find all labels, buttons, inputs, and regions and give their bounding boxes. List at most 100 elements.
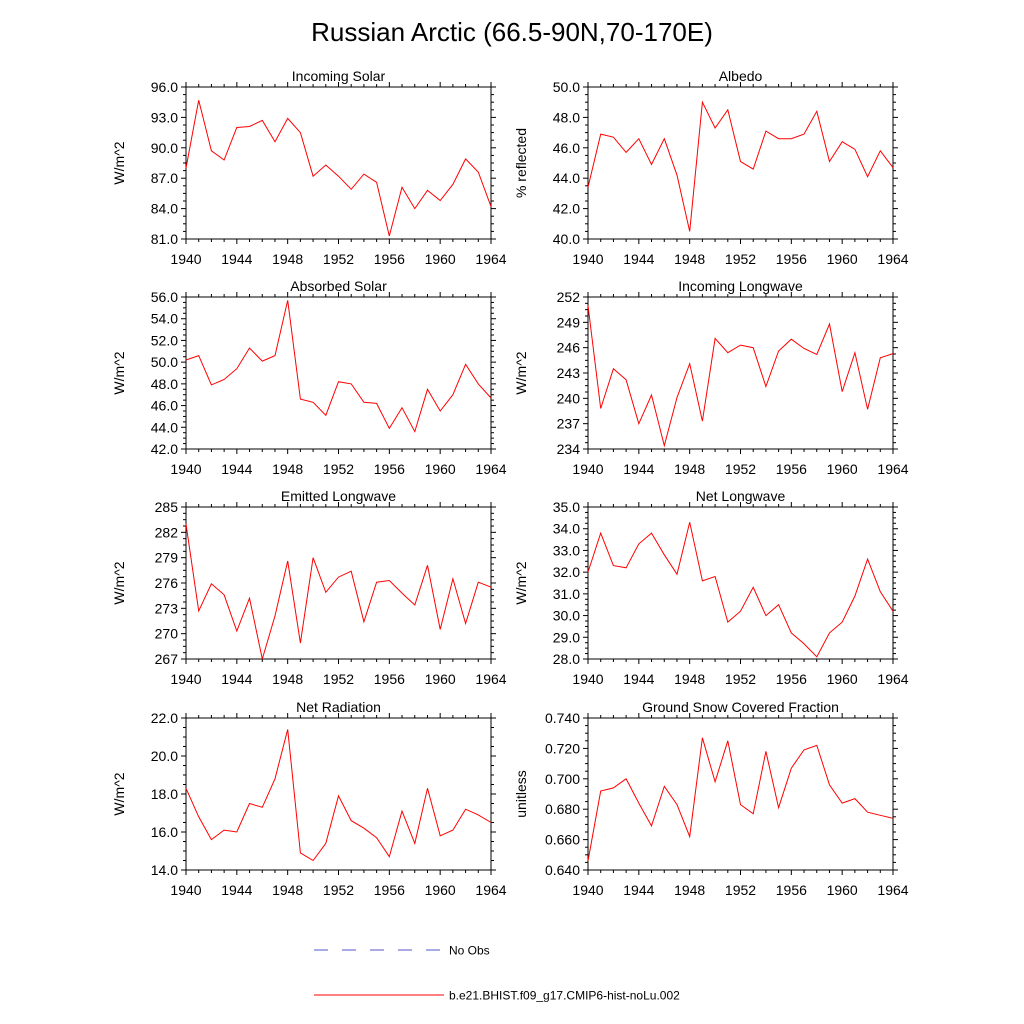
panel-net-radiation: Net Radiation W/m^2 14.0 16.0 18.0 20.0 22.0 19… <box>111 699 507 898</box>
panel-emitted-longwave: Emitted Longwave W/m^2 267 270 273 276 279 282 2… <box>111 488 507 687</box>
x-tick-label: 1960 <box>425 461 456 477</box>
y-tick-label: 29.0 <box>553 629 580 645</box>
y-axis-label: W/m^2 <box>111 141 127 184</box>
y-tick-label: 31.0 <box>553 586 580 602</box>
y-tick-label: 50.0 <box>553 79 580 95</box>
x-tick-label: 1956 <box>374 671 405 687</box>
y-tick-label: 28.0 <box>553 651 580 667</box>
x-tick-label: 1948 <box>272 671 303 687</box>
y-tick-label: 276 <box>155 575 179 591</box>
x-tick-label: 1964 <box>475 251 506 267</box>
x-tick-label: 1944 <box>623 671 654 687</box>
y-tick-label: 46.0 <box>151 398 178 414</box>
x-tick-label: 1952 <box>323 882 354 898</box>
y-tick-label: 16.0 <box>151 824 178 840</box>
x-tick-label: 1948 <box>674 882 705 898</box>
y-tick-label: 35.0 <box>553 499 580 515</box>
x-tick-label: 1944 <box>221 461 252 477</box>
series-line-albedo <box>587 100 894 232</box>
x-tick-label: 1944 <box>221 671 252 687</box>
y-tick-label: 34.0 <box>553 521 580 537</box>
panel-title: Incoming Solar <box>292 68 386 84</box>
y-tick-label: 42.0 <box>151 441 178 457</box>
x-tick-label: 1952 <box>323 671 354 687</box>
y-tick-label: 270 <box>155 626 179 642</box>
y-tick-label: 249 <box>557 314 581 330</box>
panel-title: Incoming Longwave <box>678 278 803 294</box>
series-line-incoming-longwave <box>587 305 894 448</box>
panel-title: Net Longwave <box>696 488 786 504</box>
y-tick-label: 0.740 <box>545 710 580 726</box>
y-tick-label: 252 <box>557 289 581 305</box>
y-tick-label: 48.0 <box>151 376 178 392</box>
y-tick-label: 20.0 <box>151 748 178 764</box>
x-tick-label: 1956 <box>776 671 807 687</box>
x-tick-label: 1964 <box>877 671 908 687</box>
panel-title: Net Radiation <box>296 699 381 715</box>
x-tick-label: 1960 <box>827 671 858 687</box>
x-tick-label: 1952 <box>323 461 354 477</box>
y-tick-label: 267 <box>155 651 179 667</box>
y-axis-label: W/m^2 <box>111 561 127 604</box>
y-tick-label: 22.0 <box>151 710 178 726</box>
x-tick-label: 1940 <box>572 882 603 898</box>
panel-title: Albedo <box>719 68 763 84</box>
x-tick-label: 1944 <box>221 251 252 267</box>
x-tick-label: 1948 <box>272 461 303 477</box>
y-axis-label: unitless <box>513 770 529 817</box>
figure-title: Russian Arctic (66.5-90N,70-170E) <box>311 17 713 47</box>
y-tick-label: 282 <box>155 524 179 540</box>
x-tick-label: 1956 <box>776 251 807 267</box>
x-tick-label: 1956 <box>776 882 807 898</box>
y-tick-label: 285 <box>155 499 179 515</box>
panel-incoming-solar: Incoming Solar W/m^2 81.0 84.0 87.0 90.0 93.0 9… <box>111 68 507 267</box>
x-tick-label: 1944 <box>623 251 654 267</box>
y-tick-label: 0.680 <box>545 801 580 817</box>
y-tick-label: 54.0 <box>151 311 178 327</box>
y-tick-label: 50.0 <box>151 354 178 370</box>
panel-title: Ground Snow Covered Fraction <box>642 699 839 715</box>
x-tick-label: 1940 <box>170 251 201 267</box>
y-tick-label: 33.0 <box>553 542 580 558</box>
x-tick-label: 1952 <box>725 251 756 267</box>
panels-group: Incoming Solar W/m^2 81.0 84.0 87.0 90.0 93.0 9… <box>111 68 909 898</box>
plot-frame <box>587 506 894 660</box>
y-axis-label: W/m^2 <box>513 351 529 394</box>
x-tick-label: 1960 <box>827 461 858 477</box>
series-line-net-longwave <box>587 522 894 658</box>
legend: No Obs b.e21.BHIST.f09_g17.CMIP6-hist-no… <box>314 944 680 1003</box>
y-axis-label: W/m^2 <box>111 772 127 815</box>
x-tick-label: 1956 <box>374 251 405 267</box>
x-tick-label: 1940 <box>170 882 201 898</box>
x-tick-label: 1960 <box>827 251 858 267</box>
legend-obs-label: No Obs <box>449 944 490 958</box>
panel-ground-snow-covered-fraction: Ground Snow Covered Fraction unitless 0.64… <box>513 699 909 898</box>
x-tick-label: 1964 <box>877 461 908 477</box>
x-tick-label: 1948 <box>674 671 705 687</box>
y-tick-label: 87.0 <box>151 170 178 186</box>
x-tick-label: 1956 <box>776 461 807 477</box>
y-tick-label: 52.0 <box>151 332 178 348</box>
y-tick-label: 243 <box>557 365 581 381</box>
series-line-net-radiation <box>185 729 492 862</box>
series-line-emitted-longwave <box>185 523 492 660</box>
x-tick-label: 1940 <box>170 461 201 477</box>
x-tick-label: 1948 <box>674 461 705 477</box>
y-tick-label: 40.0 <box>553 231 580 247</box>
x-tick-label: 1956 <box>374 461 405 477</box>
y-axis-label: W/m^2 <box>111 351 127 394</box>
y-tick-label: 14.0 <box>151 862 178 878</box>
x-tick-label: 1964 <box>877 882 908 898</box>
y-tick-label: 46.0 <box>553 140 580 156</box>
plot-frame <box>185 506 492 660</box>
plot-frame <box>587 296 894 450</box>
x-tick-label: 1964 <box>877 251 908 267</box>
y-tick-label: 32.0 <box>553 564 580 580</box>
y-tick-label: 0.720 <box>545 740 580 756</box>
y-tick-label: 44.0 <box>553 170 580 186</box>
panel-title: Absorbed Solar <box>290 278 387 294</box>
y-tick-label: 42.0 <box>553 201 580 217</box>
x-tick-label: 1940 <box>170 671 201 687</box>
y-axis-label: W/m^2 <box>513 561 529 604</box>
y-tick-label: 240 <box>557 390 581 406</box>
